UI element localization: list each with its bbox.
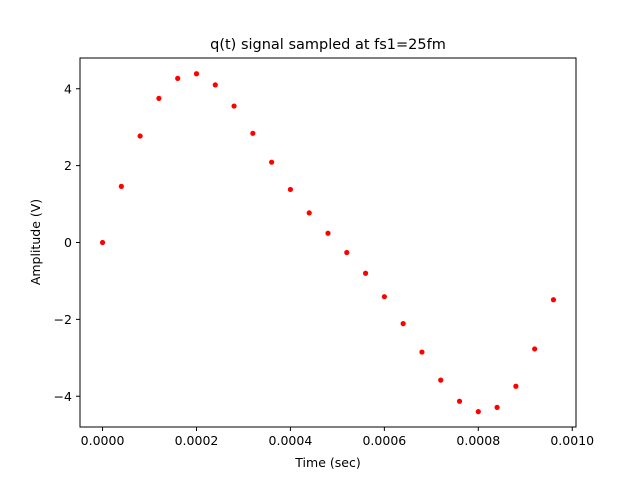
data-point (325, 230, 331, 236)
chart-title: q(t) signal sampled at fs1=25fm (210, 37, 446, 53)
data-point (156, 95, 162, 101)
y-tick-label: 0 (64, 235, 72, 250)
data-point (250, 130, 256, 136)
x-axis-label: Time (sec) (294, 455, 360, 470)
data-point (456, 398, 463, 404)
data-point (306, 210, 312, 216)
data-points (99, 71, 557, 415)
y-axis-label: Amplitude (V) (28, 199, 43, 285)
data-point (513, 383, 519, 389)
data-point (287, 186, 294, 193)
data-point (362, 270, 369, 276)
x-tick-label: 0.0008 (456, 433, 500, 448)
x-tick-label: 0.0010 (550, 433, 594, 448)
data-point (438, 377, 444, 383)
plot-frame (79, 57, 577, 428)
data-point (231, 103, 237, 109)
y-tick-label: 4 (64, 81, 72, 96)
data-point (269, 159, 275, 165)
y-tick-label: −2 (54, 312, 72, 327)
data-point (550, 297, 557, 303)
x-axis: 0.0000 0.0002 0.0004 0.0006 0.0008 0.0010 (81, 427, 594, 448)
data-point (381, 294, 387, 300)
data-point (137, 133, 143, 139)
data-point (212, 82, 218, 88)
data-point (400, 321, 406, 327)
data-point (175, 75, 181, 81)
data-point (494, 404, 500, 410)
data-point (475, 409, 481, 415)
data-point (99, 239, 106, 246)
x-tick-label: 0.0004 (269, 433, 313, 448)
data-point (532, 346, 538, 352)
y-tick-label: 2 (64, 158, 72, 173)
y-tick-label: −4 (54, 389, 72, 404)
plot-area (79, 57, 577, 428)
x-tick-label: 0.0006 (362, 433, 406, 448)
data-point (118, 183, 124, 189)
data-point (193, 71, 200, 77)
data-point (419, 349, 425, 355)
x-tick-label: 0.0000 (81, 433, 125, 448)
y-axis: −4 −2 0 2 4 (54, 81, 80, 404)
x-tick-label: 0.0002 (175, 433, 219, 448)
data-point (344, 249, 350, 256)
